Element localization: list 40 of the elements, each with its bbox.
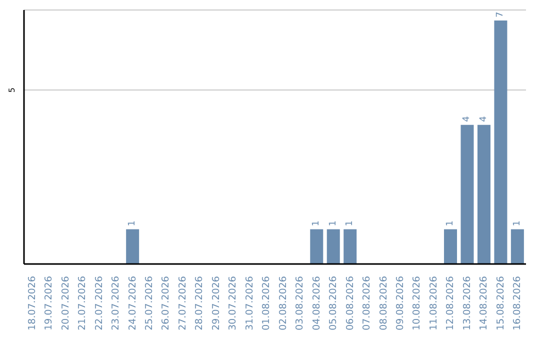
data-label: 1: [345, 220, 356, 226]
x-tick-label: 31.07.2026: [244, 276, 256, 330]
x-tick-label: 30.07.2026: [228, 276, 239, 330]
x-tick-label: 06.08.2026: [344, 276, 356, 330]
data-label: 1: [128, 220, 138, 226]
data-label: 7: [496, 12, 506, 18]
x-tick-label: 27.07.2026: [177, 276, 188, 330]
x-tick-label: 18.07.2026: [26, 276, 38, 330]
x-tick-label: 11.08.2026: [428, 276, 440, 330]
x-tick-label: 29.07.2026: [210, 276, 222, 330]
x-tick-label: 13.08.2026: [462, 276, 473, 330]
y-tick-label: 5: [8, 87, 16, 93]
x-tick-label: 04.08.2026: [311, 276, 322, 330]
x-tick-label: 23.07.2026: [110, 276, 122, 330]
x-tick-label: 14.08.2026: [478, 276, 490, 330]
x-tick-label: 21.07.2026: [77, 276, 88, 330]
data-label: 1: [446, 220, 456, 226]
x-tick-label: 10.08.2026: [412, 276, 423, 330]
data-label: 4: [478, 116, 489, 122]
data-label: 1: [328, 220, 338, 226]
x-tick-label: 08.08.2026: [378, 276, 390, 330]
data-label: 1: [512, 220, 522, 226]
x-tick-label: 19.07.2026: [44, 276, 55, 330]
x-tick-label: 22.07.2026: [94, 276, 105, 330]
x-tick-label: 26.07.2026: [160, 276, 172, 330]
x-tick-label: 05.08.2026: [328, 276, 340, 330]
x-tick-label: 15.08.2026: [495, 276, 506, 330]
data-label: 1: [312, 220, 322, 226]
x-tick-label: 01.08.2026: [261, 276, 272, 330]
x-tick-label: 02.08.2026: [278, 276, 289, 330]
x-tick-label: 20.07.2026: [60, 276, 72, 330]
data-label: 4: [462, 116, 472, 122]
x-tick-label: 28.07.2026: [194, 276, 206, 330]
x-tick-label: 07.08.2026: [362, 276, 373, 330]
x-tick-label: 03.08.2026: [294, 276, 306, 330]
x-tick-label: 16.08.2026: [512, 276, 524, 330]
x-tick-label: 09.08.2026: [395, 276, 406, 330]
x-tick-label: 24.07.2026: [127, 276, 138, 330]
x-tick-label: 12.08.2026: [445, 276, 456, 330]
x-tick-label: 25.07.2026: [144, 276, 155, 330]
